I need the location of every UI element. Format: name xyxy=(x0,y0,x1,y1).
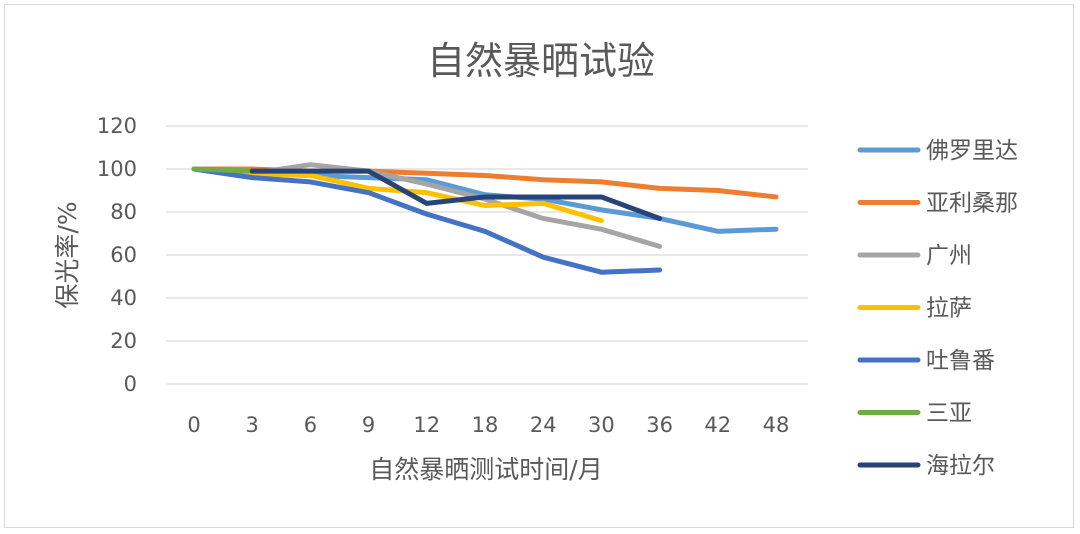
legend-label: 海拉尔 xyxy=(926,453,995,479)
y-tick-label: 20 xyxy=(110,329,137,353)
series-line xyxy=(191,166,604,224)
x-tick-label: 30 xyxy=(588,413,615,437)
y-tick-label: 0 xyxy=(124,372,137,396)
series-line xyxy=(249,168,663,221)
y-tick-labels: 0 20 40 60 80 100 120 xyxy=(97,114,137,396)
chart-title: 自然暴晒试验 xyxy=(427,39,655,83)
series-line xyxy=(191,166,255,174)
x-tick-labels: 0 3 6 9 12 18 24 30 36 42 48 xyxy=(187,413,789,437)
x-tick-label: 24 xyxy=(530,413,557,437)
chart-frame xyxy=(4,4,1074,528)
x-tick-label: 0 xyxy=(187,413,200,437)
x-tick-label: 42 xyxy=(704,413,731,437)
x-tick-label: 3 xyxy=(246,413,259,437)
legend-label: 佛罗里达 xyxy=(926,138,1018,164)
gridlines xyxy=(166,125,808,385)
y-tick-label: 100 xyxy=(97,157,137,181)
x-axis-label: 自然暴晒测试时间/月 xyxy=(369,455,602,484)
legend-label: 广州 xyxy=(926,243,972,269)
x-tick-label: 9 xyxy=(362,413,375,437)
x-tick-label: 36 xyxy=(646,413,673,437)
y-tick-label: 40 xyxy=(110,286,137,310)
series-line xyxy=(191,166,663,275)
x-tick-label: 6 xyxy=(304,413,317,437)
x-tick-label: 48 xyxy=(763,413,790,437)
legend-label: 拉萨 xyxy=(926,296,972,322)
y-axis-label: 保光率/% xyxy=(53,201,82,308)
series-lines xyxy=(191,162,779,275)
y-tick-label: 80 xyxy=(110,200,137,224)
legend-label: 亚利桑那 xyxy=(926,191,1018,217)
x-tick-label: 18 xyxy=(472,413,499,437)
x-tick-label: 12 xyxy=(413,413,440,437)
legend-label: 吐鲁番 xyxy=(926,348,995,374)
legend-label: 三亚 xyxy=(926,401,972,427)
y-tick-label: 60 xyxy=(110,243,137,267)
y-tick-label: 120 xyxy=(97,114,137,138)
